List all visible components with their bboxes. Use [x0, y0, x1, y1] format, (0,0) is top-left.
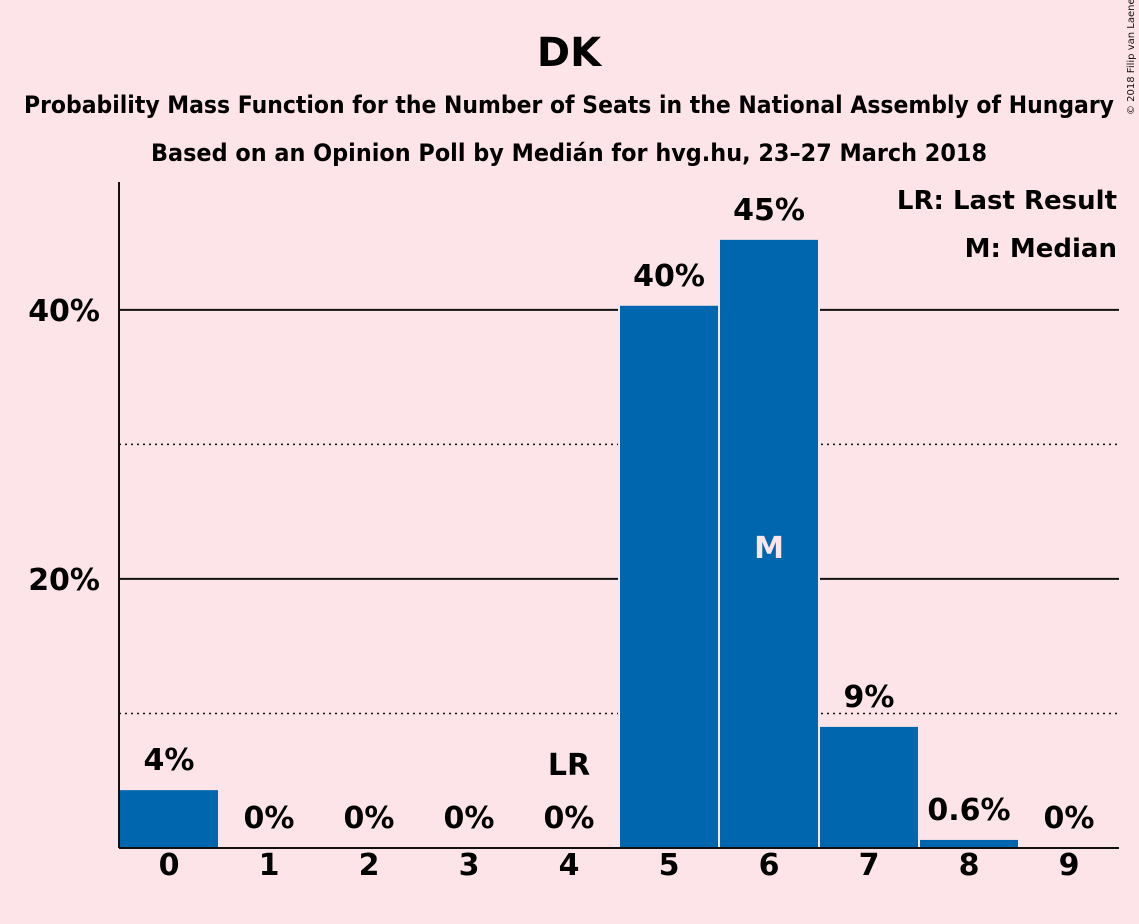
- x-tick-label: 1: [259, 848, 280, 883]
- y-tick-label: 20%: [28, 563, 100, 598]
- value-label-1: 0%: [244, 801, 295, 836]
- value-label-2: 0%: [344, 801, 395, 836]
- gridlines: [118, 233, 1119, 848]
- value-label-7: 9%: [844, 680, 895, 715]
- value-label-5: 40%: [633, 259, 705, 294]
- value-label-3: 0%: [444, 801, 495, 836]
- chart-subtitle: Probability Mass Function for the Number…: [24, 91, 1114, 119]
- x-tick-label: 5: [659, 848, 680, 883]
- median-marker: M: [754, 531, 784, 566]
- legend-last-result: LR: Last Result: [897, 186, 1117, 216]
- y-tick-label: 40%: [28, 294, 100, 329]
- legend-median: M: Median: [965, 234, 1117, 264]
- bars: [120, 239, 1018, 848]
- x-tick-label: 7: [859, 848, 880, 883]
- axes: 20% 40% 0 1 2 3 4 5 6 7 8 9: [28, 182, 1119, 883]
- copyright-text: © 2018 Filip van Laenen: [1126, 0, 1137, 115]
- last-result-marker: LR: [548, 748, 590, 783]
- bar-5: [620, 305, 718, 848]
- chart-title: DK: [537, 30, 603, 76]
- x-tick-label: 0: [159, 848, 180, 883]
- chart-subtitle-source: Based on an Opinion Poll by Medián for h…: [151, 139, 987, 167]
- x-tick-label: 4: [559, 848, 580, 883]
- value-label-4: 0%: [544, 801, 595, 836]
- bar-7: [820, 726, 918, 848]
- bar-6: [720, 239, 818, 848]
- value-label-8: 0.6%: [927, 793, 1010, 828]
- x-tick-label: 2: [359, 848, 380, 883]
- x-tick-label: 6: [759, 848, 780, 883]
- x-tick-label: 9: [1059, 848, 1080, 883]
- x-tick-label: 3: [459, 848, 480, 883]
- bar-8: [920, 839, 1018, 848]
- data-labels: 4% 0% 0% 0% 0% 40% 45% 9% 0.6% 0% LR M: [144, 193, 1095, 836]
- value-label-0: 4%: [144, 743, 195, 778]
- value-label-6: 45%: [733, 193, 805, 228]
- value-label-9: 0%: [1044, 801, 1095, 836]
- x-tick-label: 8: [959, 848, 980, 883]
- bar-0: [120, 790, 218, 848]
